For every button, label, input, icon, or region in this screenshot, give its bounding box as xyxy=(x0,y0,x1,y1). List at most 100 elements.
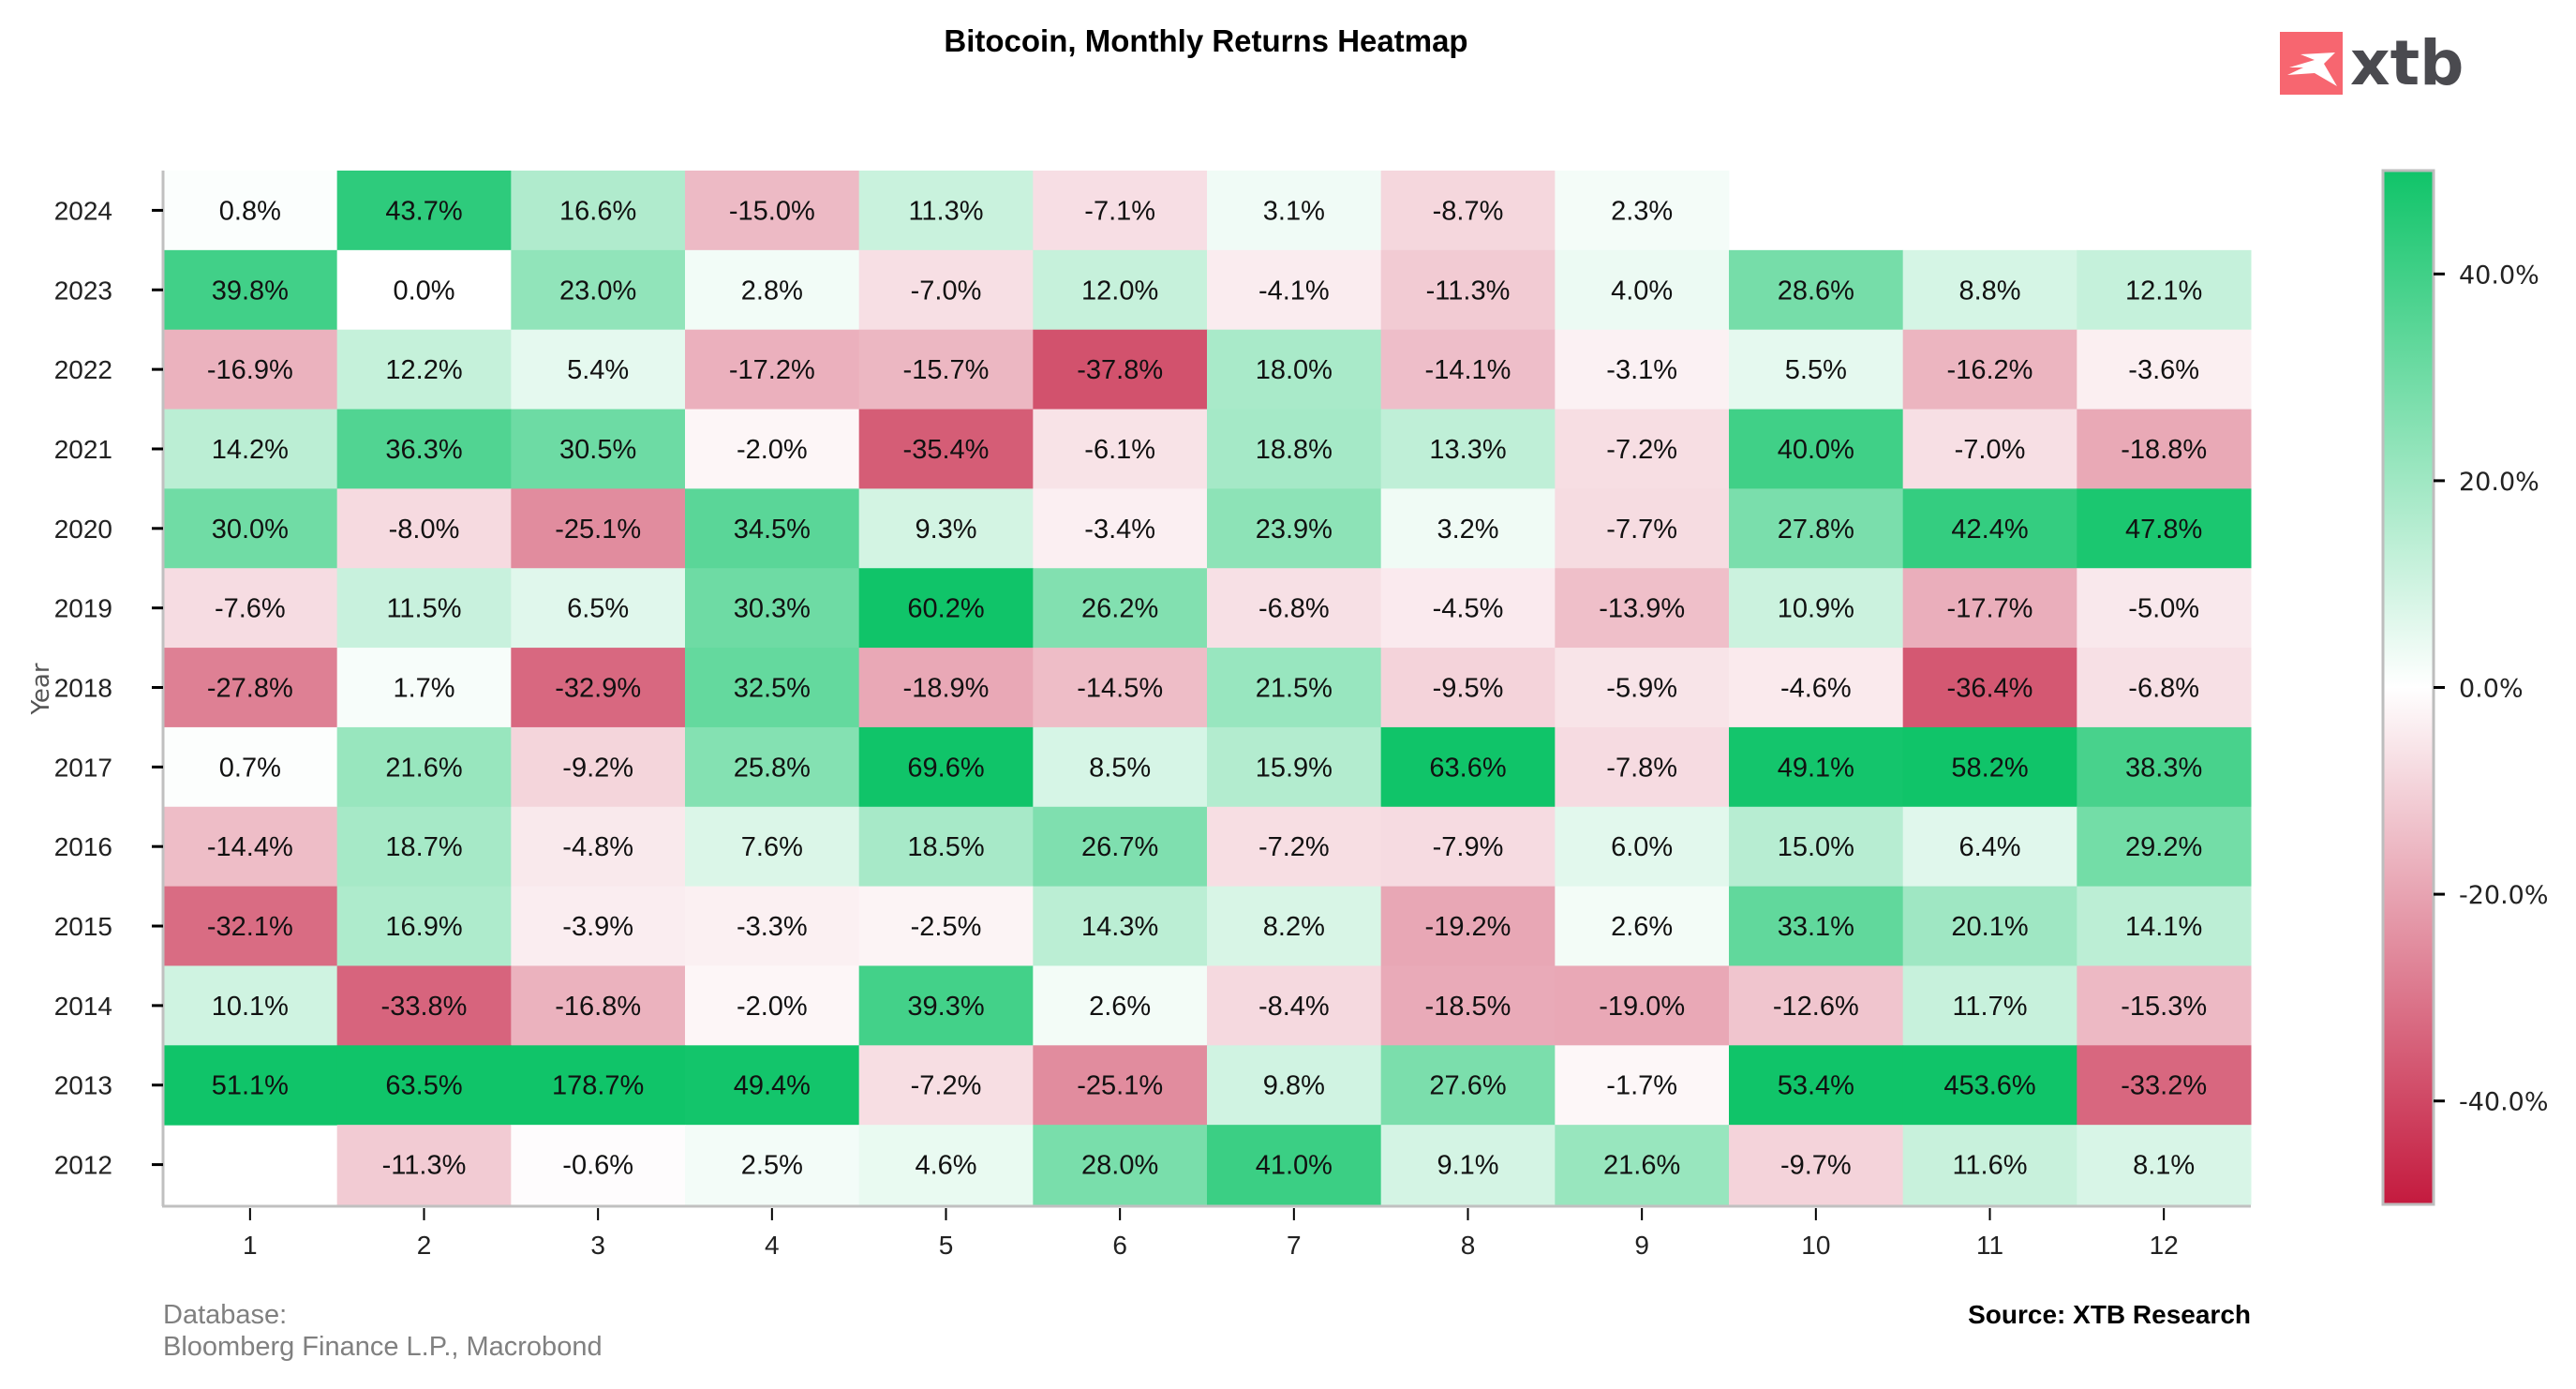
heatmap-cell-2016-9 xyxy=(1555,806,1730,888)
cell-value-label: 6.5% xyxy=(567,594,629,624)
heatmap-cell-2014-2 xyxy=(336,965,512,1046)
cell-value-label: -14.1% xyxy=(1425,355,1511,385)
cell-value-label: -7.2% xyxy=(1258,832,1330,862)
heatmap-cell-2020-8 xyxy=(1380,488,1556,569)
cell-value-label: -33.8% xyxy=(381,992,468,1022)
heatmap-cell-2012-6 xyxy=(1033,1125,1208,1205)
colorbar-tick-label: -40.0% xyxy=(2459,1088,2549,1117)
heatmap-cell-2019-10 xyxy=(1729,568,1904,649)
heatmap-cell-2013-4 xyxy=(685,1045,860,1126)
cell-value-label: -6.8% xyxy=(2128,674,2199,704)
cell-value-label: 58.2% xyxy=(1951,753,2028,783)
cell-value-label: -3.1% xyxy=(1606,355,1677,385)
y-tick-label: 2021 xyxy=(54,435,112,464)
heatmap-cell-2019-7 xyxy=(1207,568,1382,649)
heatmap-cell-2015-11 xyxy=(1902,886,2077,966)
cell-value-label: 9.1% xyxy=(1437,1151,1498,1181)
heatmap-cell-2023-4 xyxy=(685,249,860,331)
heatmap-cell-2013-3 xyxy=(511,1045,686,1126)
heatmap-cell-2017-11 xyxy=(1902,726,2077,808)
heatmap-cell-2020-2 xyxy=(336,488,512,569)
heatmap-cell-2022-9 xyxy=(1555,329,1730,411)
heatmap-cell-2017-2 xyxy=(336,726,512,808)
cell-value-label: 18.8% xyxy=(1256,435,1333,465)
heatmap-cell-2012-7 xyxy=(1207,1125,1382,1205)
cell-value-label: 11.3% xyxy=(908,196,983,226)
cell-value-label: 26.7% xyxy=(1081,832,1158,862)
cell-value-label: 8.2% xyxy=(1263,912,1325,942)
cell-value-label: 43.7% xyxy=(385,196,462,226)
heatmap-cell-2021-2 xyxy=(336,409,512,489)
cell-value-label: 453.6% xyxy=(1943,1071,2035,1101)
cell-value-label: -3.4% xyxy=(1084,515,1155,545)
heatmap-cell-2022-8 xyxy=(1380,329,1556,411)
heatmap-cell-2022-12 xyxy=(2077,329,2252,411)
heatmap-cell-2012-8 xyxy=(1380,1125,1556,1205)
y-tick-label: 2023 xyxy=(54,276,112,305)
cell-value-label: 38.3% xyxy=(2125,753,2202,783)
heatmap-cell-2016-6 xyxy=(1033,806,1208,888)
heatmap-cell-2013-2 xyxy=(336,1045,512,1126)
x-tick-label: 11 xyxy=(1976,1231,2003,1260)
cell-value-label: -7.1% xyxy=(1084,196,1155,226)
cell-value-label: -2.0% xyxy=(737,992,808,1022)
cell-value-label: 32.5% xyxy=(734,674,811,704)
cell-value-label: -18.8% xyxy=(2121,435,2207,465)
heatmap-cells xyxy=(163,171,2252,1205)
y-tick-label: 2018 xyxy=(54,674,112,703)
heatmap-cell-2018-12 xyxy=(2077,648,2252,728)
cell-value-label: 6.0% xyxy=(1611,832,1673,862)
colorbar-tick-label: 20.0% xyxy=(2459,468,2539,497)
heatmap-cell-2023-8 xyxy=(1380,249,1556,331)
x-tick-label: 12 xyxy=(2150,1231,2179,1260)
heatmap-cell-2021-5 xyxy=(858,409,1034,489)
heatmap-cell-2022-1 xyxy=(163,329,338,411)
heatmap-cell-2021-7 xyxy=(1207,409,1382,489)
cell-value-label: 2.8% xyxy=(741,276,803,306)
heatmap-cell-2019-3 xyxy=(511,568,686,649)
cell-value-label: -5.0% xyxy=(2128,594,2199,624)
cell-value-label: 30.5% xyxy=(559,435,636,465)
heatmap-cell-2017-7 xyxy=(1207,726,1382,808)
heatmap-cell-2022-2 xyxy=(336,329,512,411)
heatmap-cell-2018-6 xyxy=(1033,648,1208,728)
cell-value-label: 42.4% xyxy=(1951,515,2028,545)
cell-value-label: 30.0% xyxy=(212,515,289,545)
heatmap-cell-2016-10 xyxy=(1729,806,1904,888)
cell-value-label: 14.1% xyxy=(2125,912,2202,942)
heatmap-cell-2017-5 xyxy=(858,726,1034,808)
cell-value-label: -7.2% xyxy=(1606,435,1677,465)
heatmap-cell-2024-6 xyxy=(1033,171,1208,251)
heatmap-cell-2018-2 xyxy=(336,648,512,728)
heatmap-cell-2015-5 xyxy=(858,886,1034,966)
cell-value-label: 63.6% xyxy=(1429,753,1506,783)
heatmap-cell-2013-9 xyxy=(1555,1045,1730,1126)
heatmap-cell-2015-12 xyxy=(2077,886,2252,966)
heatmap-cell-2021-8 xyxy=(1380,409,1556,489)
heatmap-cell-2020-1 xyxy=(163,488,338,569)
heatmap-cell-2013-5 xyxy=(858,1045,1034,1126)
cell-value-label: -8.0% xyxy=(389,515,460,545)
heatmap-cell-2024-5 xyxy=(858,171,1034,251)
heatmap-cell-2017-4 xyxy=(685,726,860,808)
heatmap-cell-2019-1 xyxy=(163,568,338,649)
cell-value-label: 5.5% xyxy=(1785,355,1847,385)
colorbar-ticks: 40.0% 20.0% 0.0% -20.0% -40.0% xyxy=(2434,261,2549,1117)
heatmap-cell-2018-8 xyxy=(1380,648,1556,728)
cell-value-label: 14.3% xyxy=(1081,912,1158,942)
cell-value-label: 12.0% xyxy=(1081,276,1158,306)
cell-value-label: -25.1% xyxy=(555,515,641,545)
cell-value-label: -16.8% xyxy=(555,992,641,1022)
cell-value-label: -5.9% xyxy=(1606,674,1677,704)
heatmap-cell-2017-3 xyxy=(511,726,686,808)
heatmap-cell-2017-8 xyxy=(1380,726,1556,808)
heatmap-cell-2013-12 xyxy=(2077,1045,2252,1126)
heatmap-cell-2012-3 xyxy=(511,1125,686,1205)
heatmap-cell-2019-9 xyxy=(1555,568,1730,649)
heatmap-cell-2013-7 xyxy=(1207,1045,1382,1126)
heatmap-cell-2020-7 xyxy=(1207,488,1382,569)
heatmap-cell-2015-1 xyxy=(163,886,338,966)
cell-value-label: 41.0% xyxy=(1256,1151,1333,1181)
heatmap-cell-2024-1 xyxy=(163,171,338,251)
